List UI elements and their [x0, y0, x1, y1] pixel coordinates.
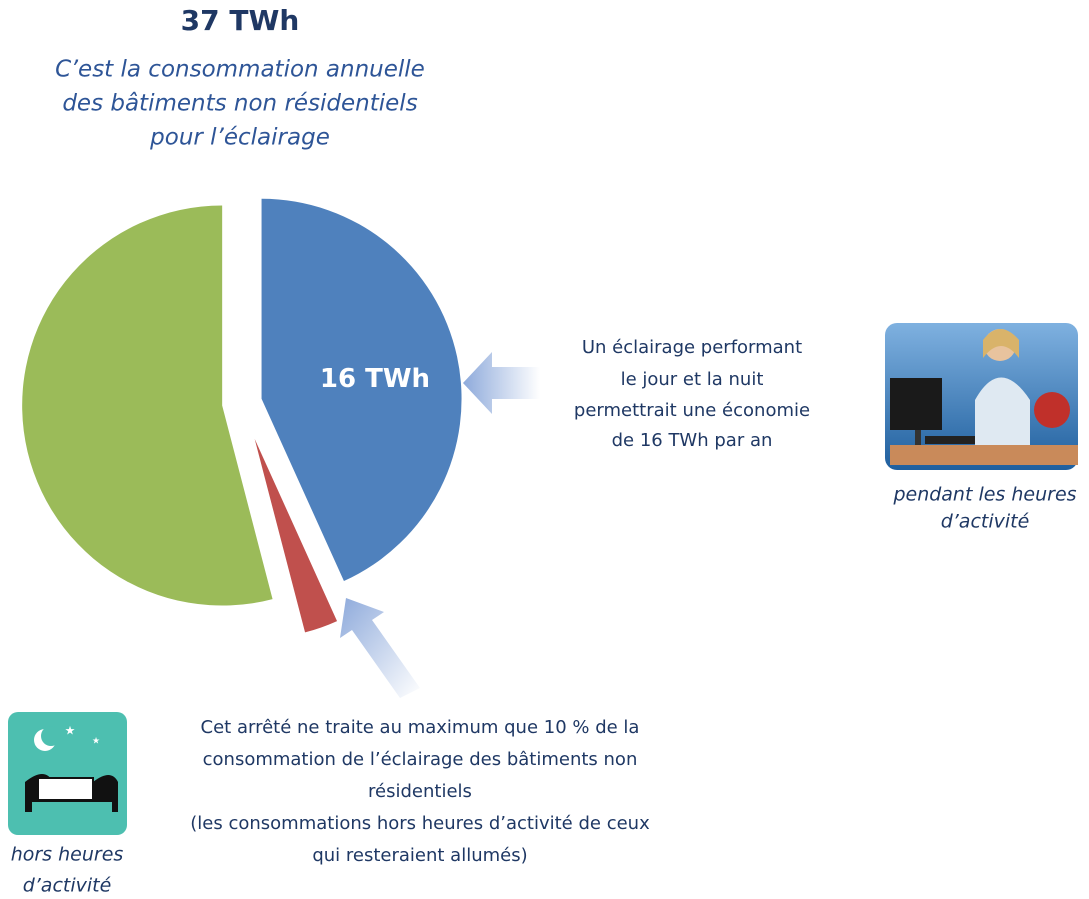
caption: d’activité [941, 511, 1030, 533]
annotation: de 16 TWh par an [612, 430, 773, 451]
caption: pendant les heures [892, 484, 1076, 506]
subtitle: des bâtiments non résidentiels [62, 91, 417, 117]
arrow [463, 352, 540, 414]
annotation: le jour et la nuit [621, 369, 764, 390]
annotation: (les consommations hors heures d’activit… [190, 813, 650, 834]
annotation: consommation de l’éclairage des bâtiment… [203, 749, 638, 770]
annotation: résidentiels [368, 781, 472, 802]
caption: hors heures [11, 844, 124, 866]
annotation: permettrait une économie [574, 400, 810, 421]
caption: d’activité [23, 875, 112, 897]
subtitle: pour l’éclairage [149, 125, 330, 151]
pie: 16 TWh [22, 199, 461, 633]
arrow [340, 598, 420, 698]
svg-text:★: ★ [65, 724, 76, 738]
annotation: Un éclairage performant [582, 337, 802, 358]
office-icon [885, 323, 1078, 470]
chart-title: 37 TWh [181, 4, 300, 37]
annotation: qui resteraient allumés) [312, 845, 527, 866]
slice-label: 16 TWh [320, 364, 430, 394]
night-icon: ★ ★ [8, 712, 127, 835]
pie-slice [22, 206, 272, 606]
annotation: Cet arrêté ne traite au maximum que 10 %… [201, 717, 640, 738]
svg-text:★: ★ [92, 737, 100, 747]
chart: 37 TWh C’est la consommation annuelle de… [0, 0, 1089, 899]
subtitle: C’est la consommation annuelle [55, 57, 425, 83]
